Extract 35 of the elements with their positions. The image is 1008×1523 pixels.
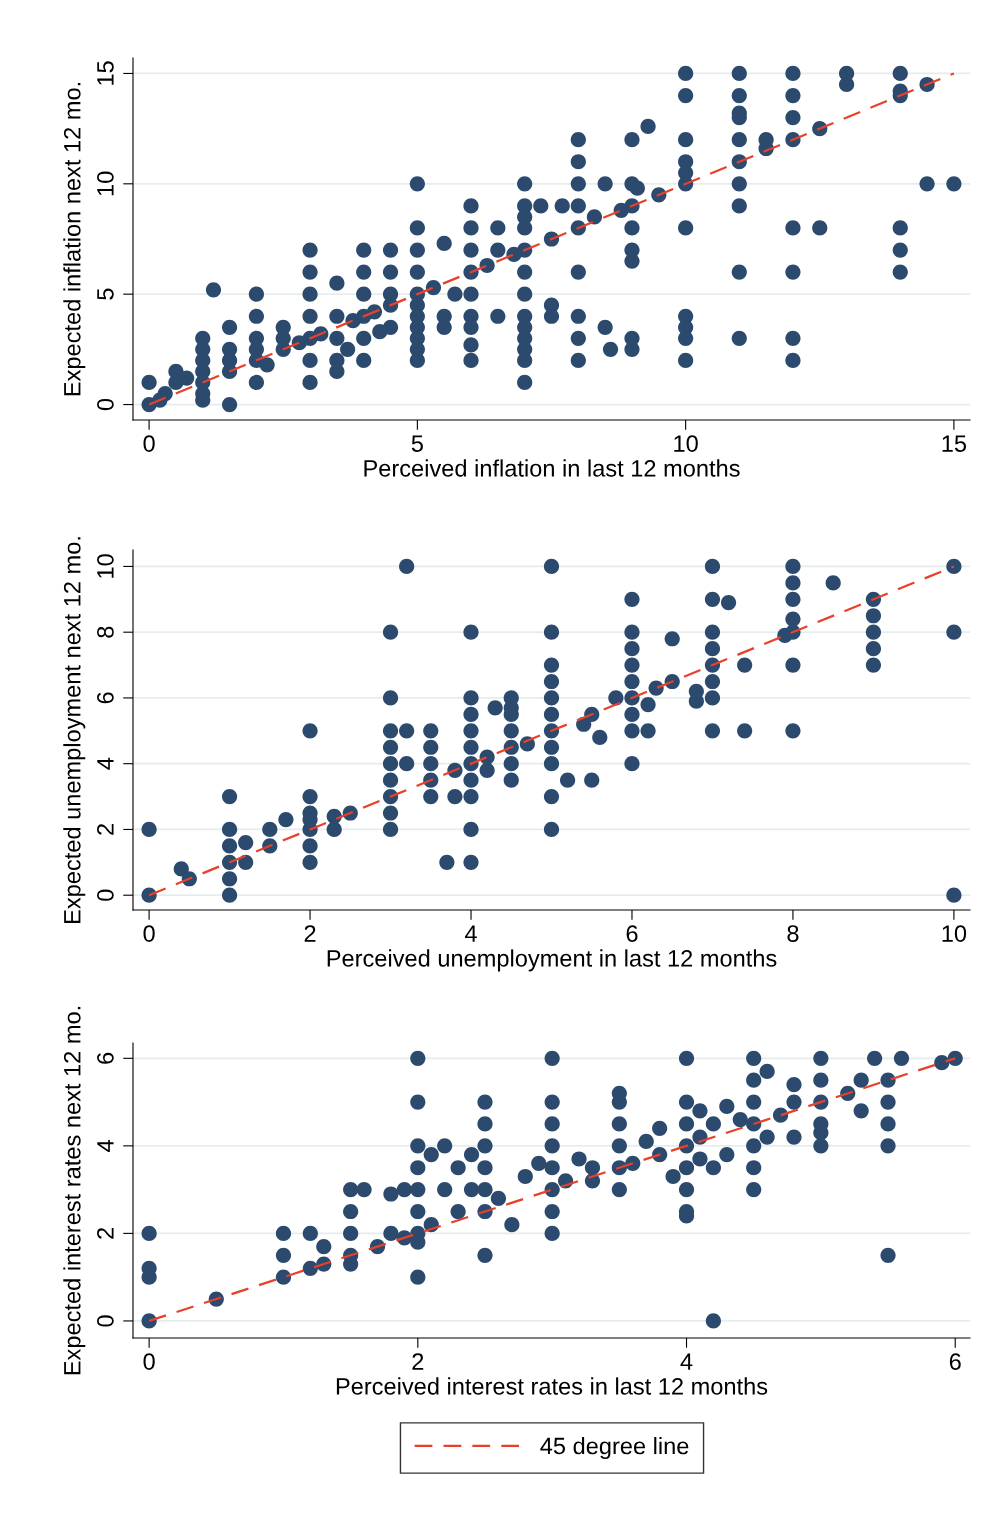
y-tick-label: 5 (97, 288, 114, 300)
x-tick-label: 5 (411, 435, 423, 452)
y-tick-label: 0 (97, 889, 114, 901)
x-tick-label: 8 (787, 925, 799, 942)
legend-label: 45 degree line (540, 1436, 689, 1459)
y-tick-label: 0 (97, 398, 114, 411)
y-axis-title: Expected inflation next 12 mo. (63, 82, 86, 396)
y-tick-label: 6 (97, 692, 114, 704)
y-axis-title: Expected unemployment next 12 mo. (63, 537, 86, 923)
y-tick-label: 10 (97, 171, 114, 196)
x-tick-label: 0 (143, 925, 155, 942)
x-tick-label: 0 (143, 1353, 155, 1370)
x-tick-label: 10 (942, 925, 967, 942)
x-tick-label: 4 (465, 925, 477, 942)
y-tick-label: 4 (97, 757, 114, 770)
x-axis-title: Perceived inflation in last 12 months (364, 459, 740, 477)
x-tick-label: 2 (304, 925, 316, 942)
y-tick-label: 6 (97, 1052, 114, 1064)
y-axis-title: Expected interest rates next 12 mo. (63, 1006, 86, 1375)
y-tick-label: 2 (97, 1228, 114, 1239)
x-tick-label: 6 (626, 925, 638, 942)
x-axis-title: Perceived unemployment in last 12 months (327, 949, 777, 972)
x-axis-title: Perceived interest rates in last 12 months (336, 1377, 768, 1395)
x-tick-label: 10 (674, 435, 698, 452)
y-tick-label: 0 (97, 1315, 114, 1327)
x-tick-label: 4 (680, 1353, 693, 1370)
x-tick-label: 0 (143, 435, 155, 452)
y-tick-label: 2 (97, 824, 114, 835)
y-tick-label: 4 (97, 1139, 114, 1152)
x-tick-label: 15 (942, 435, 967, 452)
x-tick-label: 6 (949, 1353, 961, 1370)
x-tick-label: 2 (412, 1353, 424, 1370)
y-tick-label: 15 (97, 61, 114, 85)
y-tick-label: 8 (97, 626, 114, 638)
y-tick-label: 10 (97, 554, 114, 578)
